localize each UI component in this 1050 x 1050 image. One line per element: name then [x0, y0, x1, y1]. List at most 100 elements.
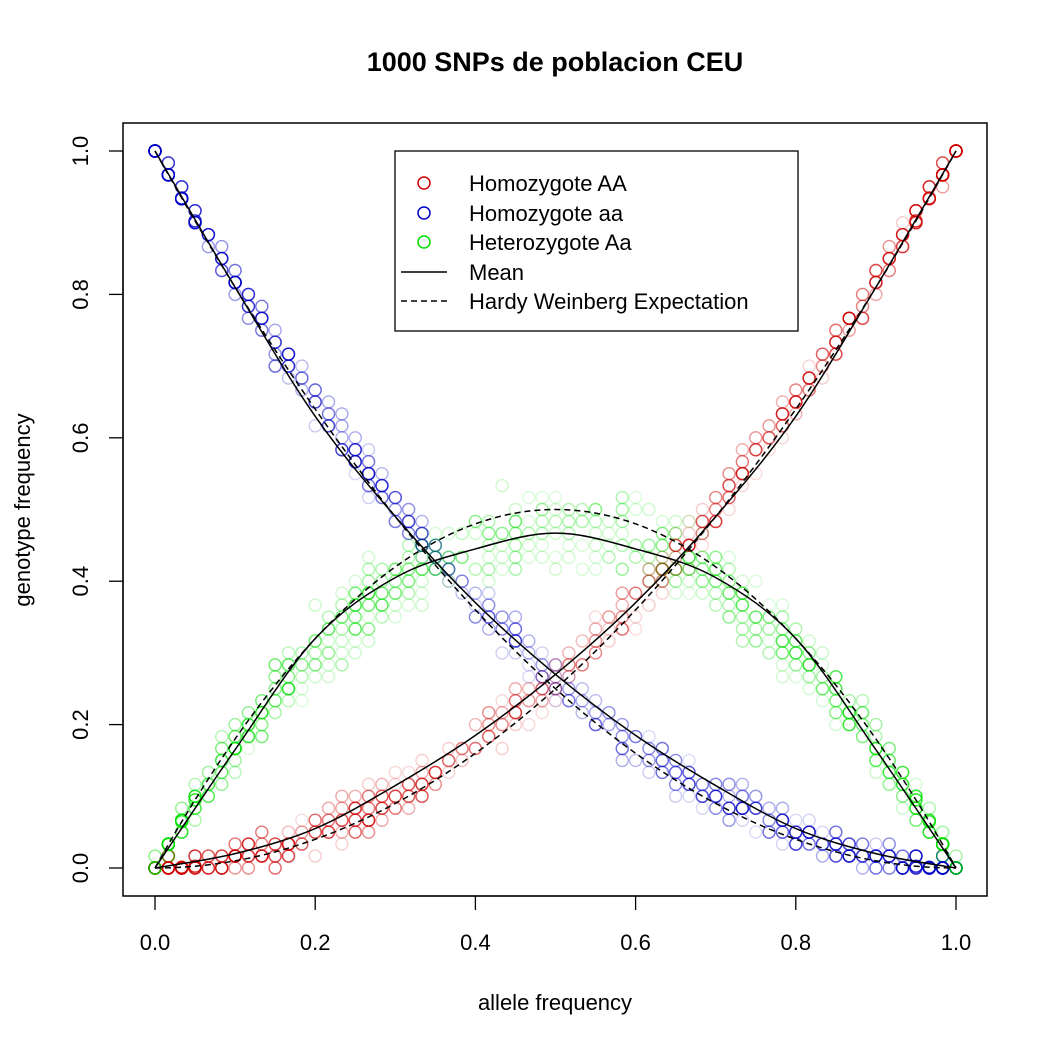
- point-homozygote-AA: [335, 813, 349, 827]
- point-heterozygote-Aa: [829, 682, 843, 696]
- point-heterozygote-Aa: [709, 598, 723, 612]
- y-tick-label: 0.4: [68, 566, 93, 597]
- point-heterozygote-Aa: [802, 670, 816, 684]
- point-heterozygote-Aa: [255, 717, 269, 732]
- point-heterozygote-Aa: [855, 694, 870, 708]
- point-homozygote-AA: [735, 443, 750, 457]
- point-homozygote-AA: [562, 658, 576, 672]
- point-heterozygote-Aa: [668, 526, 683, 541]
- point-homozygote-aa: [201, 239, 216, 254]
- point-homozygote-aa: [735, 777, 750, 792]
- point-homozygote-aa: [869, 849, 883, 863]
- point-heterozygote-Aa: [895, 765, 910, 780]
- point-heterozygote-Aa: [882, 765, 896, 780]
- point-homozygote-aa: [588, 717, 603, 732]
- point-heterozygote-Aa: [842, 705, 856, 720]
- point-heterozygote-Aa: [281, 682, 296, 696]
- point-homozygote-aa: [588, 717, 603, 732]
- point-homozygote-AA: [361, 825, 376, 839]
- point-heterozygote-Aa: [668, 562, 683, 576]
- point-homozygote-AA: [588, 646, 603, 660]
- point-heterozygote-Aa: [802, 646, 816, 660]
- point-homozygote-aa: [308, 383, 322, 397]
- point-homozygote-AA: [829, 335, 843, 349]
- point-homozygote-aa: [201, 227, 216, 242]
- point-heterozygote-Aa: [388, 598, 402, 612]
- point-homozygote-aa: [869, 861, 883, 875]
- point-homozygote-aa: [895, 861, 910, 875]
- point-homozygote-aa: [348, 443, 362, 457]
- point-homozygote-aa: [201, 227, 216, 242]
- point-homozygote-aa: [508, 634, 523, 648]
- point-homozygote-AA: [228, 849, 242, 863]
- point-homozygote-AA: [842, 323, 856, 337]
- point-homozygote-aa: [241, 287, 256, 302]
- point-homozygote-aa: [321, 395, 336, 409]
- point-homozygote-aa: [762, 813, 776, 827]
- point-heterozygote-Aa: [762, 622, 776, 636]
- legend-label-hwe: Hardy Weinberg Expectation: [469, 289, 749, 314]
- point-homozygote-AA: [388, 777, 402, 792]
- point-homozygote-AA: [575, 658, 589, 672]
- point-homozygote-aa: [241, 299, 256, 314]
- point-homozygote-aa: [522, 634, 536, 648]
- point-heterozygote-Aa: [348, 610, 362, 624]
- point-heterozygote-Aa: [882, 777, 896, 792]
- point-homozygote-AA: [361, 801, 376, 815]
- point-homozygote-aa: [268, 335, 282, 349]
- point-heterozygote-Aa: [508, 514, 523, 529]
- point-heterozygote-Aa: [575, 502, 589, 517]
- point-homozygote-aa: [762, 825, 776, 839]
- point-homozygote-aa: [668, 765, 683, 780]
- point-homozygote-aa: [802, 837, 816, 851]
- point-homozygote-aa: [201, 227, 216, 242]
- point-homozygote-AA: [388, 765, 402, 780]
- point-heterozygote-Aa: [628, 538, 643, 553]
- point-homozygote-AA: [215, 861, 229, 875]
- point-homozygote-AA: [588, 622, 603, 636]
- point-heterozygote-Aa: [401, 550, 416, 564]
- point-homozygote-AA: [308, 825, 322, 839]
- point-homozygote-aa: [562, 682, 576, 696]
- point-heterozygote-Aa: [789, 646, 803, 660]
- point-homozygote-aa: [895, 861, 910, 875]
- point-homozygote-AA: [789, 383, 803, 397]
- point-homozygote-AA: [268, 849, 282, 863]
- point-homozygote-AA: [842, 311, 856, 325]
- point-heterozygote-Aa: [321, 646, 336, 660]
- point-homozygote-AA: [802, 371, 816, 385]
- point-homozygote-AA: [495, 694, 509, 708]
- point-homozygote-AA: [375, 777, 389, 792]
- point-heterozygote-Aa: [749, 610, 763, 624]
- point-homozygote-aa: [268, 335, 282, 349]
- point-homozygote-AA: [295, 813, 309, 827]
- point-heterozygote-Aa: [775, 622, 790, 636]
- point-heterozygote-Aa: [281, 682, 296, 696]
- point-homozygote-aa: [228, 263, 242, 278]
- point-homozygote-aa: [789, 813, 803, 827]
- point-heterozygote-Aa: [548, 490, 563, 505]
- point-homozygote-AA: [375, 801, 389, 815]
- point-homozygote-AA: [215, 861, 229, 875]
- point-homozygote-AA: [735, 466, 750, 481]
- point-heterozygote-Aa: [215, 729, 229, 744]
- point-homozygote-aa: [735, 789, 750, 803]
- point-homozygote-AA: [401, 801, 416, 815]
- point-homozygote-aa: [789, 837, 803, 851]
- point-homozygote-AA: [375, 813, 389, 827]
- point-homozygote-AA: [482, 729, 496, 744]
- point-homozygote-aa: [442, 550, 456, 564]
- point-homozygote-AA: [562, 658, 576, 672]
- point-homozygote-aa: [642, 729, 656, 744]
- point-homozygote-AA: [775, 407, 790, 421]
- point-homozygote-AA: [842, 311, 856, 325]
- point-homozygote-AA: [215, 861, 229, 875]
- point-homozygote-AA: [775, 407, 790, 421]
- point-homozygote-aa: [668, 765, 683, 780]
- point-homozygote-aa: [201, 227, 216, 242]
- point-heterozygote-Aa: [268, 682, 282, 696]
- point-heterozygote-Aa: [415, 562, 429, 576]
- point-heterozygote-Aa: [215, 765, 229, 780]
- point-heterozygote-Aa: [895, 777, 910, 792]
